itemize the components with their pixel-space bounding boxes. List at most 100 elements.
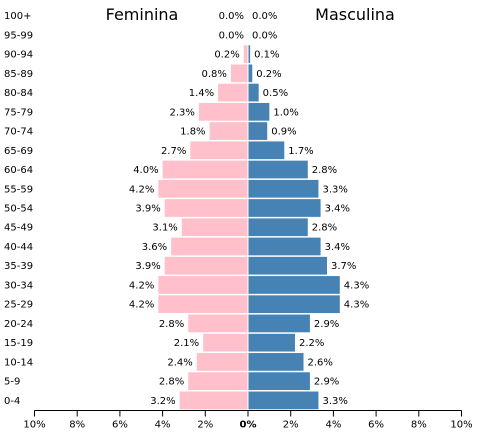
bar-masculina-40-44 [248, 237, 321, 256]
label-masculina-100+: 0.0% [252, 11, 277, 22]
label-masculina-60-64: 2.8% [312, 165, 337, 176]
bar-masculina-90-94 [248, 45, 251, 63]
bar-feminina-40-44 [171, 237, 248, 256]
bar-masculina-5-9 [248, 372, 310, 391]
bar-masculina-20-24 [248, 314, 310, 333]
label-masculina-25-29: 4.3% [344, 300, 369, 311]
age-group-70-74: 70-74 [4, 127, 33, 138]
legend-masculina: Masculina [315, 5, 395, 24]
bar-feminina-10-14 [196, 353, 248, 371]
x-tick-label: 0% [240, 420, 257, 431]
age-group-60-64: 60-64 [4, 165, 33, 176]
bar-masculina-65-69 [248, 141, 285, 160]
bar-feminina-45-49 [181, 218, 248, 237]
bar-feminina-35-39 [164, 256, 248, 275]
age-group-35-39: 35-39 [4, 261, 33, 272]
bar-masculina-35-39 [248, 256, 327, 275]
label-masculina-45-49: 2.8% [312, 223, 337, 234]
x-tick-label: 8% [411, 420, 427, 431]
age-group-100+: 100+ [4, 11, 31, 22]
label-masculina-85-89: 0.2% [256, 69, 281, 80]
label-masculina-40-44: 3.4% [325, 242, 350, 253]
age-group-80-84: 80-84 [4, 88, 33, 99]
label-masculina-75-79: 1.0% [273, 107, 298, 118]
label-feminina-55-59: 4.2% [129, 184, 154, 195]
age-group-55-59: 55-59 [4, 184, 33, 195]
age-group-0-4: 0-4 [4, 396, 20, 407]
age-group-25-29: 25-29 [4, 300, 33, 311]
bar-masculina-15-19 [248, 333, 295, 352]
label-masculina-0-4: 3.3% [322, 396, 347, 407]
x-tick-label: 10% [450, 420, 472, 431]
label-feminina-25-29: 4.2% [129, 300, 154, 311]
bars-group [158, 45, 340, 410]
age-group-30-34: 30-34 [4, 280, 33, 291]
x-tick-label: 4% [325, 420, 341, 431]
bar-masculina-25-29 [248, 295, 340, 314]
age-group-85-89: 85-89 [4, 69, 33, 80]
bar-feminina-25-29 [158, 295, 248, 314]
age-group-50-54: 50-54 [4, 204, 33, 215]
age-group-5-9: 5-9 [4, 377, 20, 388]
x-tick-label: 8% [69, 420, 85, 431]
bar-feminina-55-59 [158, 179, 248, 198]
bar-masculina-0-4 [248, 391, 319, 410]
bar-masculina-50-54 [248, 199, 321, 217]
age-group-10-14: 10-14 [4, 357, 33, 368]
age-group-65-69: 65-69 [4, 146, 33, 157]
bar-feminina-85-89 [230, 64, 248, 83]
bar-feminina-0-4 [179, 391, 248, 410]
label-masculina-5-9: 2.9% [314, 377, 339, 388]
age-group-95-99: 95-99 [4, 30, 33, 41]
label-feminina-15-19: 2.1% [174, 338, 199, 349]
age-labels-group: 100+ 95-99 90-94 85-89 80-84 75-79 70-74 65-69 6… [4, 11, 33, 407]
age-group-90-94: 90-94 [4, 50, 33, 61]
bar-masculina-70-74 [248, 122, 268, 140]
label-feminina-80-84: 1.4% [189, 88, 214, 99]
x-tick-label: 2% [283, 420, 299, 431]
x-tick-label: 10% [23, 420, 45, 431]
label-feminina-75-79: 2.3% [169, 107, 194, 118]
label-feminina-0-4: 3.2% [150, 396, 175, 407]
legend-feminina: Feminina [106, 5, 179, 24]
bar-feminina-70-74 [209, 122, 248, 140]
label-feminina-95-99: 0.0% [219, 30, 244, 41]
label-masculina-80-84: 0.5% [263, 88, 288, 99]
bar-masculina-55-59 [248, 179, 319, 198]
bar-feminina-60-64 [162, 160, 248, 179]
label-masculina-20-24: 2.9% [314, 319, 339, 330]
age-group-15-19: 15-19 [4, 338, 33, 349]
label-feminina-50-54: 3.9% [135, 204, 160, 215]
label-masculina-55-59: 3.3% [322, 184, 347, 195]
label-masculina-70-74: 0.9% [271, 127, 296, 138]
age-group-75-79: 75-79 [4, 107, 33, 118]
bar-feminina-75-79 [198, 102, 248, 121]
label-feminina-70-74: 1.8% [180, 127, 205, 138]
bar-masculina-30-34 [248, 276, 340, 294]
label-feminina-90-94: 0.2% [214, 50, 239, 61]
label-masculina-10-14: 2.6% [308, 357, 333, 368]
label-feminina-85-89: 0.8% [202, 69, 227, 80]
age-group-40-44: 40-44 [4, 242, 33, 253]
age-group-20-24: 20-24 [4, 319, 33, 330]
label-feminina-40-44: 3.6% [142, 242, 167, 253]
bar-masculina-80-84 [248, 83, 259, 102]
bar-feminina-20-24 [188, 314, 248, 333]
bar-feminina-50-54 [164, 199, 248, 217]
bar-masculina-75-79 [248, 102, 270, 121]
bar-masculina-10-14 [248, 353, 304, 371]
x-tick-label: 6% [112, 420, 128, 431]
bar-masculina-85-89 [248, 64, 253, 83]
bar-feminina-65-69 [190, 141, 248, 160]
bar-feminina-15-19 [203, 333, 248, 352]
labels-group: 0.0% 0.0% 0.0% 0.0% 0.2% 0.1% 0.8% 0.2% 1.4% 0.5%… [129, 11, 369, 407]
label-masculina-15-19: 2.2% [299, 338, 324, 349]
x-tick-label: 2% [197, 420, 213, 431]
label-masculina-50-54: 3.4% [325, 204, 350, 215]
bar-masculina-45-49 [248, 218, 308, 237]
label-feminina-10-14: 2.4% [167, 357, 192, 368]
x-tick-label: 4% [155, 420, 171, 431]
label-feminina-65-69: 2.7% [161, 146, 186, 157]
label-masculina-30-34: 4.3% [344, 280, 369, 291]
